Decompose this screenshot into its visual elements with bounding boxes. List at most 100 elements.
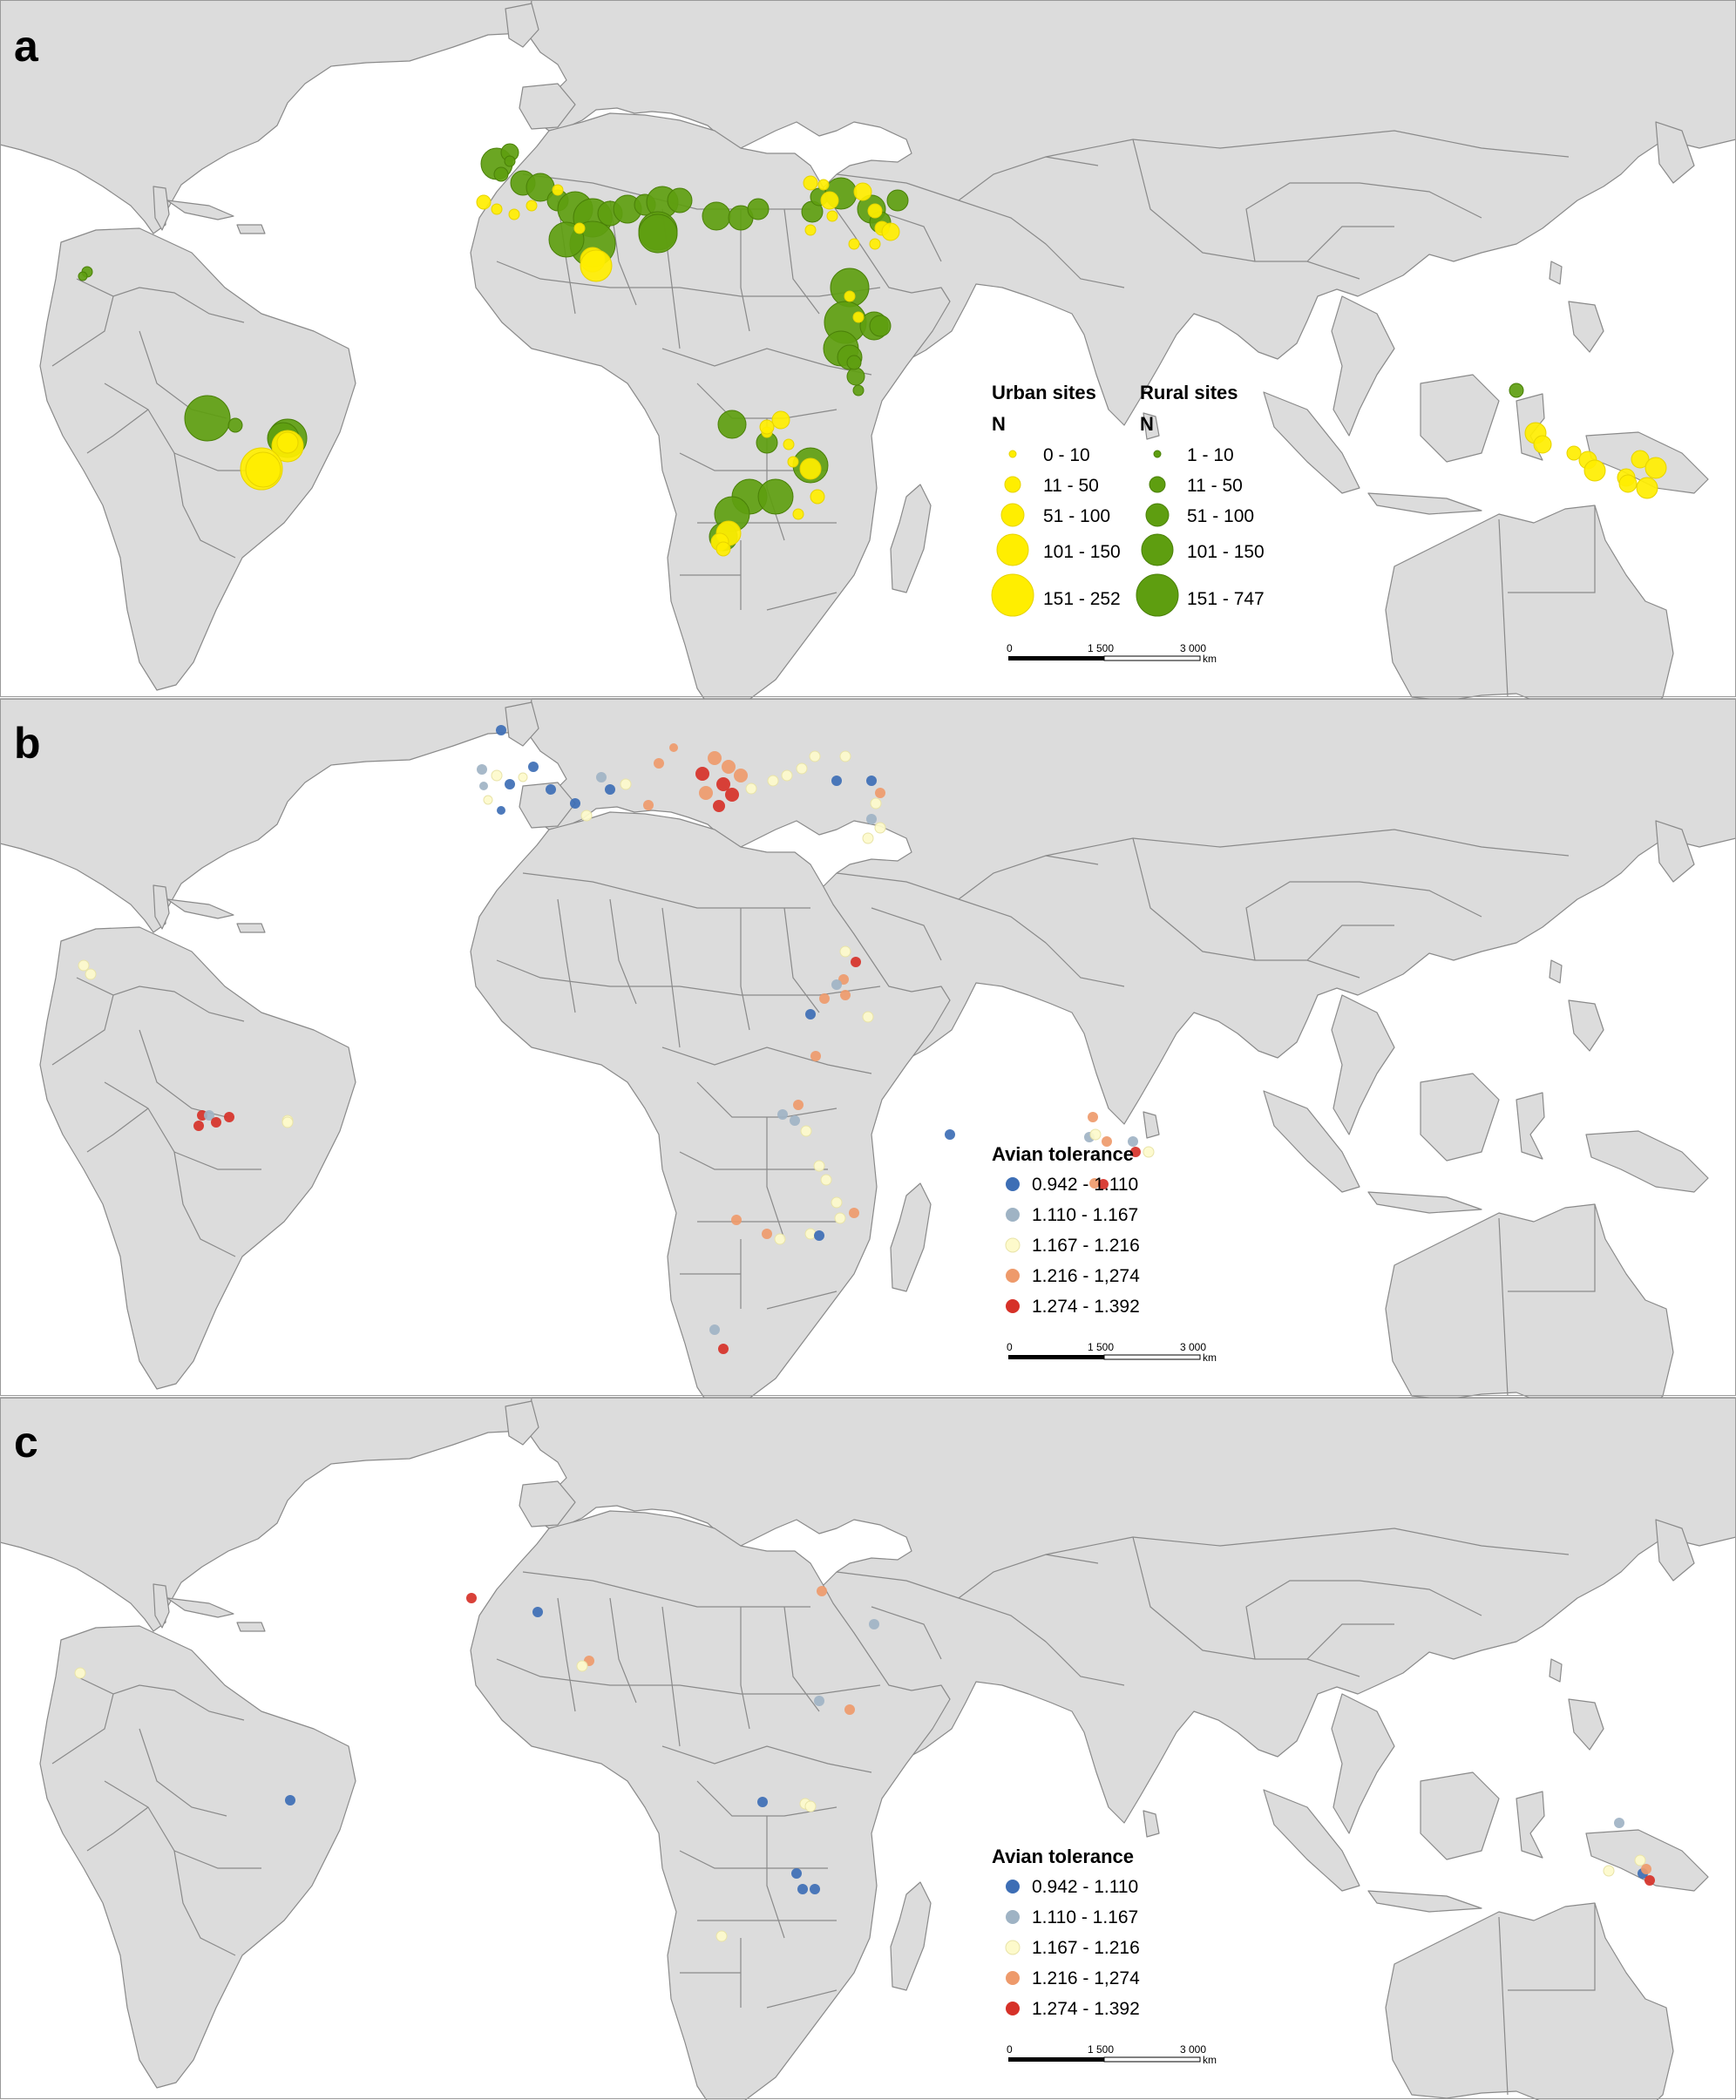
urban-class-1-symbol	[1008, 450, 1017, 458]
tolerance-site-63	[834, 1212, 846, 1224]
tolerance-site-2	[477, 764, 487, 775]
urban-class-4-label: 101 - 150	[1043, 542, 1121, 562]
tolerance-site-5	[518, 772, 528, 782]
tolerance-site-19	[695, 767, 709, 781]
tolerance-site-43	[831, 979, 842, 990]
tolerance-site-7	[814, 1696, 824, 1706]
urban-class-3-label: 51 - 100	[1043, 506, 1110, 526]
scalebar-label-3000: 3 000	[1180, 2043, 1206, 2056]
rural-site-19	[702, 201, 731, 231]
panel-c-class-1-symbol	[1006, 1880, 1020, 1893]
tolerance-site-12	[580, 810, 593, 822]
rural-site-50	[78, 271, 88, 281]
panel-b-class-5-symbol	[1006, 1299, 1020, 1313]
urban-site-19	[826, 210, 838, 222]
rural-class-3-label: 51 - 100	[1187, 506, 1254, 526]
panel-b-class-2-label: 1.110 - 1.167	[1032, 1205, 1138, 1225]
panel-b-class-5-label: 1.274 - 1.392	[1032, 1297, 1140, 1317]
tolerance-site-13	[596, 772, 607, 782]
tolerance-site-34	[866, 776, 877, 786]
rural-legend-title: Rural sites	[1140, 382, 1238, 403]
tolerance-site-22	[1644, 1875, 1655, 1886]
urban-site-6	[573, 222, 586, 234]
panel-c-class-2-symbol	[1006, 1910, 1020, 1924]
urban-site-5	[552, 184, 564, 196]
rural-site-17	[504, 155, 516, 167]
tolerance-site-74	[1089, 1128, 1102, 1141]
urban-site-1	[476, 194, 492, 210]
tolerance-site-70	[1143, 1146, 1155, 1158]
tolerance-site-25	[725, 788, 739, 802]
urban-site-46	[1636, 477, 1658, 499]
urban-site-8	[580, 249, 613, 282]
tolerance-site-8	[844, 1704, 855, 1715]
tolerance-site-7	[483, 795, 493, 805]
urban-site-10	[817, 179, 830, 191]
tolerance-site-13	[797, 1884, 808, 1894]
urban-site-34	[276, 431, 299, 454]
tolerance-site-41	[851, 957, 861, 967]
urban-site-24	[783, 438, 795, 450]
urban-site-22	[771, 410, 790, 430]
panel-c-scalebar: 0 1 500 3 000 km	[1007, 2043, 1217, 2066]
tolerance-site-81	[224, 1112, 234, 1122]
urban-site-20	[844, 290, 856, 302]
urban-site-11	[820, 191, 839, 210]
tolerance-site-35	[875, 788, 885, 798]
urban-class-5-label: 151 - 252	[1043, 589, 1121, 609]
tolerance-site-53	[813, 1160, 825, 1172]
urban-site-16	[869, 238, 881, 250]
rural-class-2-symbol	[1149, 476, 1166, 493]
scalebar-black-segment	[1008, 2057, 1104, 2062]
tolerance-site-33	[839, 750, 851, 762]
tolerance-site-72	[1098, 1179, 1109, 1189]
urban-site-26	[799, 457, 822, 480]
panel-b-class-1-label: 0.942 - 1.110	[1032, 1175, 1138, 1195]
rural-site-27	[886, 189, 909, 212]
rural-legend-n: N	[1140, 413, 1154, 435]
tolerance-site-5	[817, 1586, 827, 1596]
tolerance-site-26	[713, 800, 725, 812]
panel-c-class-1-label: 0.942 - 1.110	[1032, 1877, 1138, 1897]
panel-b-legend: Avian tolerance 0.942 - 1.110 1.110 - 1.…	[992, 1143, 1140, 1317]
panel-b: b Avian tolerance 0.942 - 1.110 1.110 - …	[0, 698, 1736, 1472]
tolerance-site-40	[839, 945, 851, 958]
tolerance-site-1	[466, 1593, 477, 1603]
rural-site-21	[747, 198, 770, 220]
tolerance-site-58	[804, 1228, 817, 1240]
urban-site-29	[759, 419, 775, 435]
panel-a: a Urban sites Rural sites N N 0 - 10 11 …	[0, 0, 1736, 773]
panel-c-letter: c	[14, 1418, 38, 1467]
tolerance-site-48	[810, 1051, 821, 1061]
urban-site-21	[852, 311, 865, 323]
tolerance-site-16	[643, 800, 654, 810]
tolerance-site-15	[715, 1930, 728, 1942]
tolerance-site-52	[800, 1125, 812, 1137]
tolerance-site-49	[793, 1100, 804, 1110]
tolerance-site-11	[804, 1800, 817, 1812]
panel-c-class-3-symbol	[1005, 1940, 1021, 1955]
urban-site-32	[715, 541, 731, 557]
tolerance-site-69	[1128, 1136, 1138, 1147]
tolerance-site-36	[870, 797, 882, 810]
tolerance-site-30	[796, 762, 808, 775]
urban-site-42	[1631, 450, 1650, 469]
urban-site-43	[1644, 457, 1667, 479]
rural-site-36	[852, 384, 865, 396]
urban-site-4	[526, 200, 538, 212]
tolerance-site-55	[831, 1196, 843, 1209]
panel-b-class-3-label: 1.167 - 1.216	[1032, 1236, 1140, 1256]
panel-a-scalebar: 0 1 500 3 000 km	[1007, 642, 1217, 665]
scalebar-unit: km	[1203, 1351, 1217, 1364]
panel-c-class-2-label: 1.110 - 1.167	[1032, 1907, 1138, 1927]
tolerance-site-22	[716, 777, 730, 791]
tolerance-site-83	[281, 1116, 294, 1128]
panel-a-sites	[78, 143, 1667, 557]
tolerance-site-78	[193, 1121, 204, 1131]
urban-legend-n: N	[992, 413, 1006, 435]
tolerance-site-6	[479, 782, 488, 790]
panel-c-legend-title: Avian tolerance	[992, 1846, 1134, 1867]
scalebar-label-3000: 3 000	[1180, 1341, 1206, 1353]
tolerance-site-80	[211, 1117, 221, 1128]
tolerance-site-45	[805, 1009, 816, 1020]
